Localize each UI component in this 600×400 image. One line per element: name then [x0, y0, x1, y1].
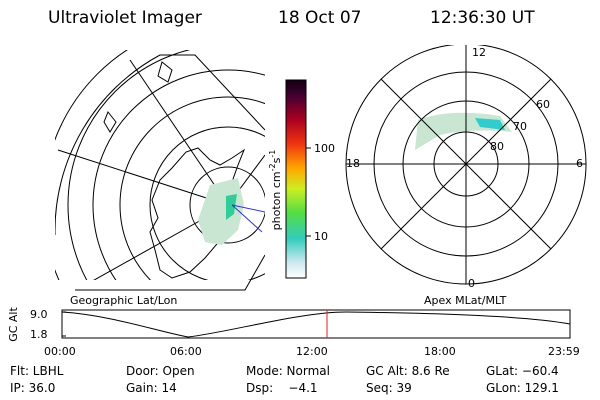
- instrument-title: Ultraviolet Imager: [48, 8, 202, 28]
- latitude-circle: [92, 69, 265, 280]
- latitude-circle: [55, 50, 265, 280]
- glon-info: GLon: 129.1: [486, 381, 559, 395]
- view-direction-line: [231, 204, 263, 233]
- latitude-circle: [189, 166, 265, 244]
- time-tick-label: 00:00: [44, 345, 76, 358]
- colorbar: photon cm-2s-1: [268, 79, 311, 279]
- geographic-map: [55, 50, 265, 291]
- mlt-label-0: 0: [468, 277, 475, 290]
- mlt-label-6: 6: [576, 157, 583, 170]
- door-info: Door: Open: [126, 364, 195, 378]
- ip-info: IP: 36.0: [10, 381, 56, 395]
- altitude-ytick-label: 1.8: [30, 328, 48, 341]
- time-tick-label: 06:00: [170, 345, 202, 358]
- time-tick-label: 12:00: [296, 345, 328, 358]
- apex-label: Apex MLat/MLT: [424, 294, 507, 307]
- meridian-line: [57, 149, 229, 206]
- time-tick-label: 18:00: [424, 345, 456, 358]
- latitude-circle: [67, 50, 265, 280]
- seq-info: Seq: 39: [366, 381, 412, 395]
- dsp-info: Dsp: −4.1: [246, 381, 318, 395]
- altitude-ylabel: GC Alt: [6, 307, 20, 342]
- new-zealand-outline: [157, 61, 173, 83]
- altitude-timeline: [61, 309, 571, 339]
- colorbar-gradient: [285, 79, 307, 279]
- view-direction-line: [231, 204, 265, 213]
- gain-info: Gain: 14: [126, 381, 177, 395]
- altitude-curve: [61, 311, 571, 338]
- latitude-circle: [149, 126, 265, 280]
- time-tick-label: 23:59: [548, 345, 580, 358]
- mlt-label-12: 12: [472, 46, 486, 59]
- gc-alt-info: GC Alt: 8.6 Re: [366, 364, 450, 378]
- mlat-label-80: 80: [490, 140, 504, 153]
- observation-time: 12:36:30 UT: [430, 8, 535, 28]
- filter-info: Flt: LBHL: [10, 364, 64, 378]
- mlat-label-70: 70: [513, 120, 527, 133]
- geographic-label: Geographic Lat/Lon: [70, 294, 178, 307]
- altitude-ylabel-wrap: GC Alt: [6, 306, 24, 346]
- mlat-label-60: 60: [536, 98, 550, 111]
- colorbar-unit-label: photon cm-2s-1: [268, 150, 283, 231]
- island-outline: [103, 111, 117, 133]
- aurora-emission: [198, 178, 244, 245]
- observation-date: 18 Oct 07: [278, 8, 362, 28]
- latitude-circle: [119, 96, 265, 280]
- apex-polar-plot: [345, 45, 587, 285]
- meridian-line: [129, 59, 229, 206]
- colorbar-tick-label: 100: [314, 142, 335, 155]
- altitude-ytick-label: 9.0: [30, 308, 48, 321]
- mode-info: Mode: Normal: [246, 364, 330, 378]
- colorbar-tick-label: 10: [314, 230, 328, 243]
- glat-info: GLat: −60.4: [486, 364, 559, 378]
- aurora-peak: [226, 194, 237, 220]
- mlt-line: [380, 78, 552, 250]
- aurora-peak: [475, 118, 505, 130]
- mlt-label-18: 18: [346, 157, 360, 170]
